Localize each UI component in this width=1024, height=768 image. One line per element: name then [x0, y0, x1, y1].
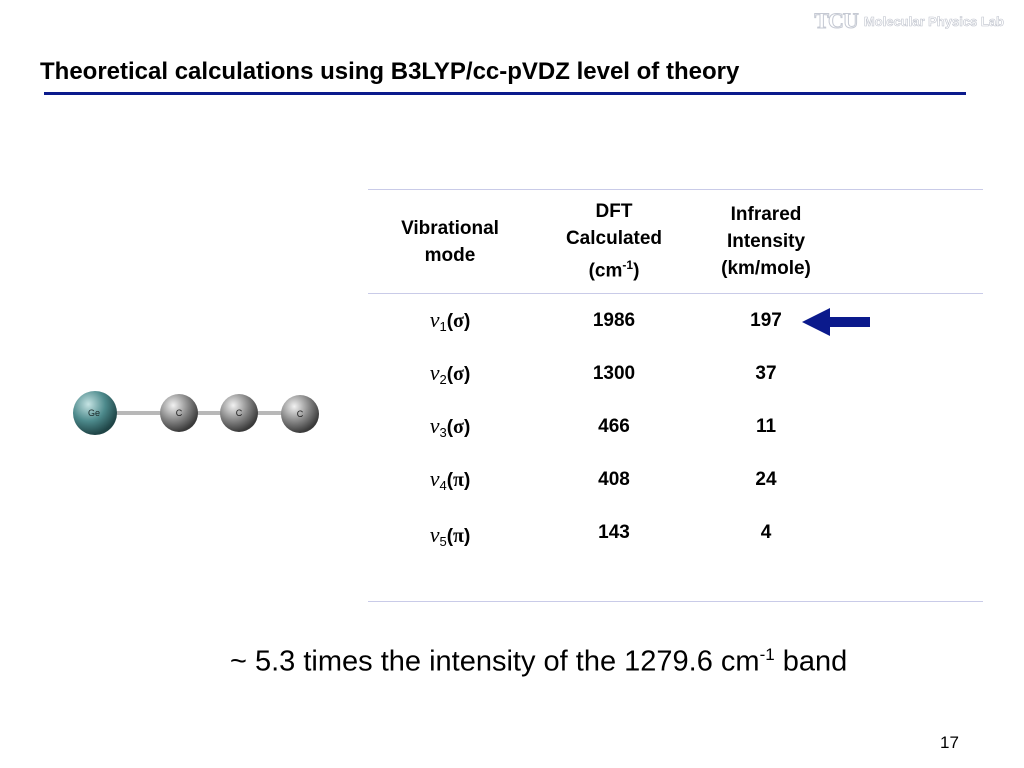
header-spacer: [836, 190, 983, 294]
vibrational-modes-table: Vibrational mode DFT Calculated (cm-1) I…: [368, 189, 983, 602]
mode-cell: ν5(π): [429, 522, 471, 549]
tcu-logo-mark: TCU: [814, 8, 859, 34]
mode-cell: ν4(π): [429, 466, 471, 493]
dft-cell: 143: [598, 522, 630, 543]
intensity-cell: 197: [750, 309, 782, 331]
lab-name: Molecular Physics Lab: [863, 13, 1005, 29]
ge-atom: [73, 391, 117, 435]
c-atom-label-1: C: [176, 408, 183, 418]
intensity-cell: 4: [760, 522, 772, 543]
c-atom-label-3: C: [297, 409, 304, 419]
c-atom-label-2: C: [236, 408, 243, 418]
header-vibrational-mode: Vibrational mode: [401, 217, 499, 266]
page-number: 17: [940, 733, 959, 752]
c-atom-1: [160, 394, 198, 432]
dft-cell: 466: [598, 415, 630, 437]
mode-cell: ν1(σ): [429, 307, 471, 334]
intensity-cell: 11: [755, 415, 777, 437]
gec3-molecule-diagram: Ge C C C: [73, 391, 319, 435]
table-row: ν5(π) 143 4: [368, 506, 983, 602]
c-atom-3: [281, 395, 319, 433]
lab-logo: TCU Molecular Physics Lab: [814, 8, 1004, 34]
dft-cell: 1986: [592, 309, 636, 331]
ge-atom-label: Ge: [88, 408, 100, 418]
mode-cell: ν3(σ): [429, 413, 471, 440]
intensity-cell: 24: [755, 468, 777, 490]
table-row: ν4(π) 408 24: [368, 453, 983, 506]
intensity-cell: 37: [755, 362, 777, 384]
dft-cell: 1300: [592, 362, 636, 384]
header-dft-calculated: DFT Calculated (cm-1): [565, 201, 663, 282]
table-row: ν3(σ) 466 11: [368, 400, 983, 453]
table-header-row: Vibrational mode DFT Calculated (cm-1) I…: [368, 189, 983, 294]
table-row: ν1(σ) 1986 197: [368, 294, 983, 348]
slide-title: Theoretical calculations using B3LYP/cc-…: [40, 58, 740, 85]
intensity-comparison-note: ~ 5.3 times the intensity of the 1279.6 …: [230, 645, 848, 678]
dft-cell: 408: [598, 468, 630, 490]
table-row: ν2(σ) 1300 37: [368, 347, 983, 400]
header-infrared-intensity: Infrared Intensity (km/mole): [721, 204, 811, 279]
highlight-arrow-icon: [802, 308, 870, 336]
c-atom-2: [220, 394, 258, 432]
title-underline: [44, 92, 966, 95]
mode-cell: ν2(σ): [429, 360, 471, 387]
